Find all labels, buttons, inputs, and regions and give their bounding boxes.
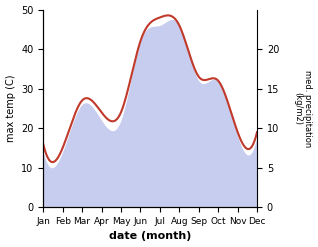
Y-axis label: med. precipitation
(kg/m2): med. precipitation (kg/m2) [293, 70, 313, 147]
Y-axis label: max temp (C): max temp (C) [5, 75, 16, 142]
X-axis label: date (month): date (month) [109, 231, 191, 242]
